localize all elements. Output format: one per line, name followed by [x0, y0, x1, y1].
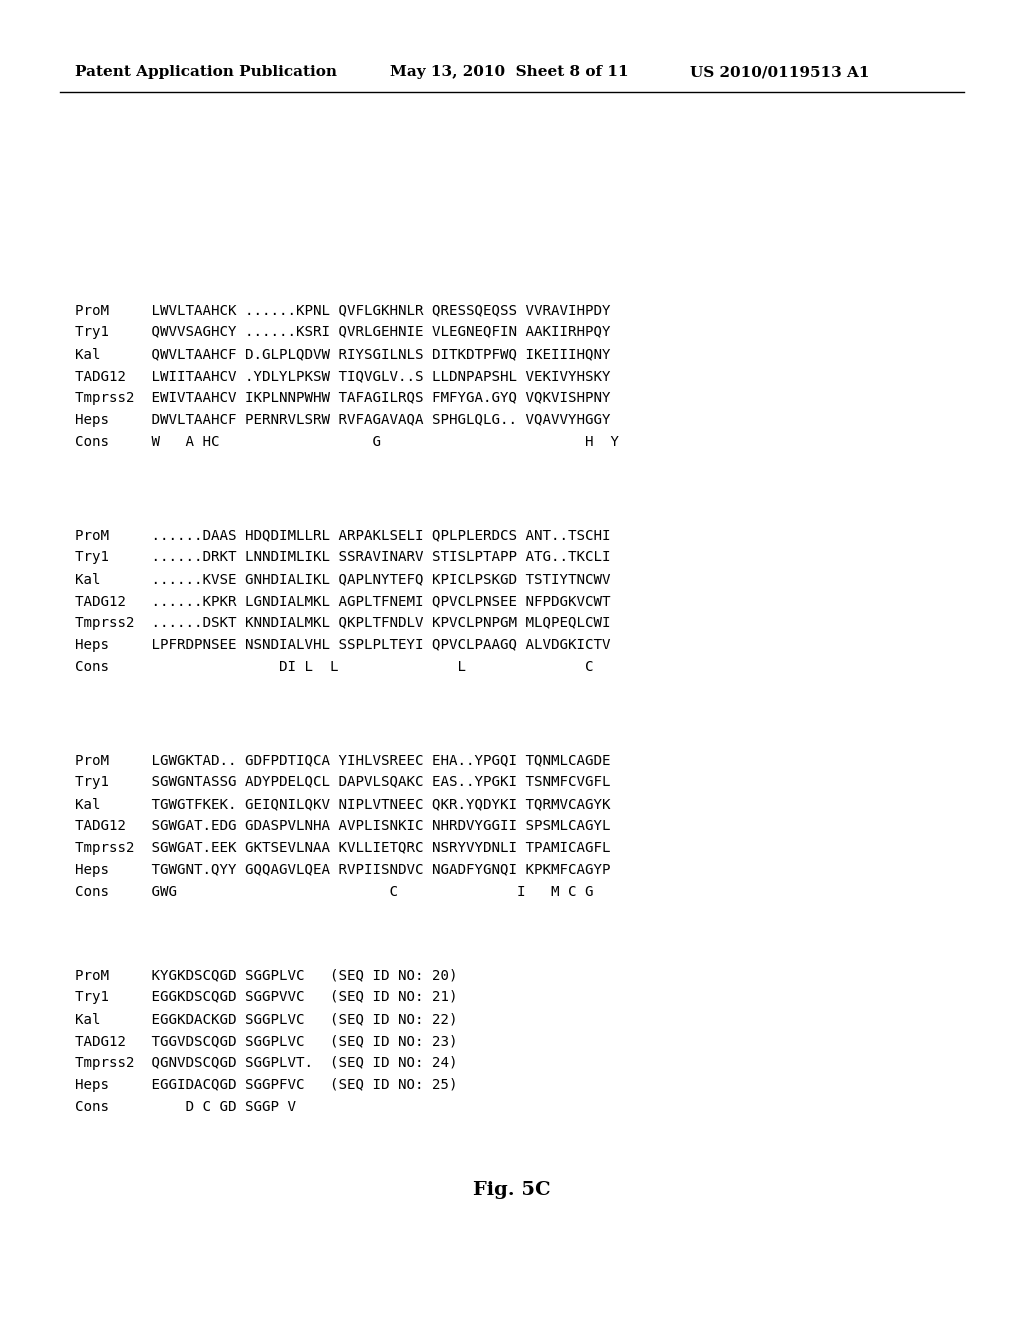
- Text: Cons         D C GD SGGP V: Cons D C GD SGGP V: [75, 1100, 296, 1114]
- Text: TADG12   SGWGAT.EDG GDASPVLNHA AVPLISNKIC NHRDVYGGII SPSMLCAGYL: TADG12 SGWGAT.EDG GDASPVLNHA AVPLISNKIC …: [75, 818, 610, 833]
- Text: Cons     GWG                         C              I   M C G: Cons GWG C I M C G: [75, 884, 594, 899]
- Text: Cons                    DI L  L              L              C: Cons DI L L L C: [75, 660, 594, 675]
- Text: ProM     KYGKDSCQGD SGGPLVC   (SEQ ID NO: 20): ProM KYGKDSCQGD SGGPLVC (SEQ ID NO: 20): [75, 968, 458, 982]
- Text: May 13, 2010  Sheet 8 of 11: May 13, 2010 Sheet 8 of 11: [390, 65, 629, 79]
- Text: Tmprss2  EWIVTAAHCV IKPLNNPWHW TAFAGILRQS FMFYGA.GYQ VQKVISHPNY: Tmprss2 EWIVTAAHCV IKPLNNPWHW TAFAGILRQS…: [75, 391, 610, 405]
- Text: Try1     SGWGNTASSG ADYPDELQCL DAPVLSQAKC EAS..YPGKI TSNMFCVGFL: Try1 SGWGNTASSG ADYPDELQCL DAPVLSQAKC EA…: [75, 775, 610, 789]
- Text: Heps     LPFRDPNSEE NSNDIALVHL SSPLPLTEYI QPVCLPAAGQ ALVDGKICTV: Heps LPFRDPNSEE NSNDIALVHL SSPLPLTEYI QP…: [75, 638, 610, 652]
- Text: US 2010/0119513 A1: US 2010/0119513 A1: [690, 65, 869, 79]
- Text: Fig. 5C: Fig. 5C: [473, 1181, 551, 1199]
- Text: Tmprss2  ......DSKT KNNDIALMKL QKPLTFNDLV KPVCLPNPGM MLQPEQLCWI: Tmprss2 ......DSKT KNNDIALMKL QKPLTFNDLV…: [75, 616, 610, 630]
- Text: Kal      TGWGTFKEK. GEIQNILQKV NIPLVTNEEC QKR.YQDYKI TQRMVCAGYK: Kal TGWGTFKEK. GEIQNILQKV NIPLVTNEEC QKR…: [75, 797, 610, 810]
- Text: ProM     LGWGKTAD.. GDFPDTIQCA YIHLVSREEC EHA..YPGQI TQNMLCAGDE: ProM LGWGKTAD.. GDFPDTIQCA YIHLVSREEC EH…: [75, 752, 610, 767]
- Text: Kal      QWVLTAAHCF D.GLPLQDVW RIYSGILNLS DITKDTPFWQ IKEIIIHQNY: Kal QWVLTAAHCF D.GLPLQDVW RIYSGILNLS DIT…: [75, 347, 610, 360]
- Text: Heps     TGWGNT.QYY GQQAGVLQEA RVPIISNDVC NGADFYGNQI KPKMFCAGYP: Heps TGWGNT.QYY GQQAGVLQEA RVPIISNDVC NG…: [75, 863, 610, 876]
- Text: Heps     DWVLTAAHCF PERNRVLSRW RVFAGAVAQA SPHGLQLG.. VQAVVYHGGY: Heps DWVLTAAHCF PERNRVLSRW RVFAGAVAQA SP…: [75, 413, 610, 426]
- Text: Kal      EGGKDACKGD SGGPLVC   (SEQ ID NO: 22): Kal EGGKDACKGD SGGPLVC (SEQ ID NO: 22): [75, 1012, 458, 1026]
- Text: Tmprss2  SGWGAT.EEK GKTSEVLNAA KVLLIETQRC NSRYVYDNLI TPAMICAGFL: Tmprss2 SGWGAT.EEK GKTSEVLNAA KVLLIETQRC…: [75, 841, 610, 855]
- Text: Try1     EGGKDSCQGD SGGPVVC   (SEQ ID NO: 21): Try1 EGGKDSCQGD SGGPVVC (SEQ ID NO: 21): [75, 990, 458, 1005]
- Text: ProM     ......DAAS HDQDIMLLRL ARPAKLSELI QPLPLERDCS ANT..TSCHI: ProM ......DAAS HDQDIMLLRL ARPAKLSELI QP…: [75, 528, 610, 543]
- Text: TADG12   ......KPKR LGNDIALMKL AGPLTFNEMI QPVCLPNSEE NFPDGKVCWT: TADG12 ......KPKR LGNDIALMKL AGPLTFNEMI …: [75, 594, 610, 609]
- Text: TADG12   TGGVDSCQGD SGGPLVC   (SEQ ID NO: 23): TADG12 TGGVDSCQGD SGGPLVC (SEQ ID NO: 23…: [75, 1034, 458, 1048]
- Text: Heps     EGGIDACQGD SGGPFVC   (SEQ ID NO: 25): Heps EGGIDACQGD SGGPFVC (SEQ ID NO: 25): [75, 1078, 458, 1092]
- Text: Tmprss2  QGNVDSCQGD SGGPLVT.  (SEQ ID NO: 24): Tmprss2 QGNVDSCQGD SGGPLVT. (SEQ ID NO: …: [75, 1056, 458, 1071]
- Text: Cons     W   A HC                  G                        H  Y: Cons W A HC G H Y: [75, 436, 618, 449]
- Text: Try1     ......DRKT LNNDIMLIKL SSRAVINARV STISLPTAPP ATG..TKCLI: Try1 ......DRKT LNNDIMLIKL SSRAVINARV ST…: [75, 550, 610, 564]
- Text: Patent Application Publication: Patent Application Publication: [75, 65, 337, 79]
- Text: TADG12   LWIITAAHCV .YDLYLPKSW TIQVGLV..S LLDNPAPSHL VEKIVYHSKY: TADG12 LWIITAAHCV .YDLYLPKSW TIQVGLV..S …: [75, 370, 610, 383]
- Text: ProM     LWVLTAAHCK ......KPNL QVFLGKHNLR QRESSQEQSS VVRAVIHPDY: ProM LWVLTAAHCK ......KPNL QVFLGKHNLR QR…: [75, 304, 610, 317]
- Text: Kal      ......KVSE GNHDIALIKL QAPLNYTEFQ KPICLPSKGD TSTIYTNCWV: Kal ......KVSE GNHDIALIKL QAPLNYTEFQ KPI…: [75, 572, 610, 586]
- Text: Try1     QWVVSAGHCY ......KSRI QVRLGEHNIE VLEGNEQFIN AAKIIRHPQY: Try1 QWVVSAGHCY ......KSRI QVRLGEHNIE VL…: [75, 325, 610, 339]
